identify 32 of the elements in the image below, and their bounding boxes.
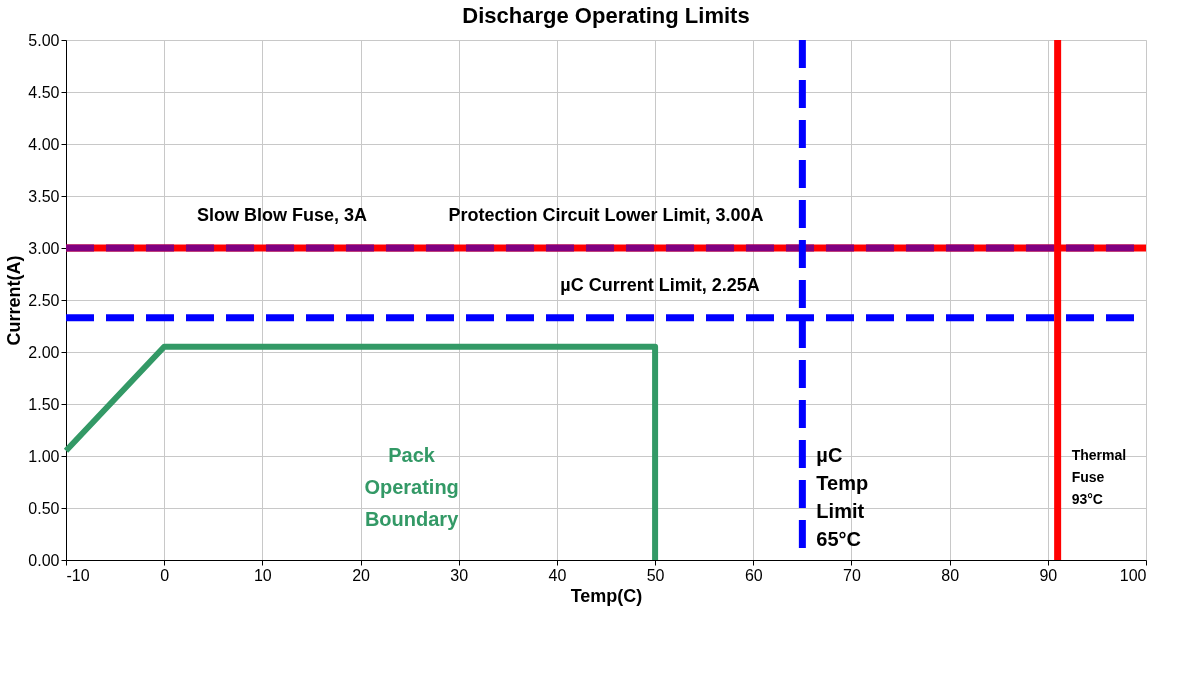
- x-tick-label: 100: [1119, 566, 1147, 584]
- x-tick-label: 60: [744, 566, 763, 584]
- x-tick-label: 20: [352, 566, 371, 584]
- x-axis-title: Temp(C): [570, 585, 643, 606]
- ref-line-label: Thermal Fuse 93°C: [1071, 447, 1127, 507]
- x-tick-label: 80: [941, 566, 960, 584]
- x-tick-label: -10: [66, 566, 90, 584]
- x-tick-label: 30: [450, 566, 469, 584]
- y-tick-label: 0.50: [28, 499, 60, 517]
- x-tick-label: 50: [646, 566, 665, 584]
- y-tick-label: 4.50: [28, 83, 60, 101]
- y-axis-title: Current(A): [4, 255, 25, 346]
- ref-line-label: µC Temp Limit 65°C: [816, 444, 869, 550]
- x-tick-label: 0: [160, 566, 170, 584]
- text: Pack Operating Boundary: [364, 444, 460, 530]
- y-tick-label: 2.50: [28, 291, 60, 309]
- ref-line-label: Protection Circuit Lower Limit, 3.00A: [448, 205, 764, 225]
- y-tick-label: 4.00: [28, 135, 60, 153]
- x-tick-label: 90: [1039, 566, 1058, 584]
- y-tick-label: 3.00: [28, 239, 60, 257]
- y-tick-label: 3.50: [28, 187, 60, 205]
- y-tick-label: 0.00: [28, 551, 60, 569]
- y-tick-label: 2.00: [28, 343, 60, 361]
- y-tick-label: 5.00: [28, 31, 60, 49]
- x-tick-label: 70: [843, 566, 861, 584]
- ref-line-label: Slow Blow Fuse, 3A: [196, 205, 368, 225]
- ref-line-label: µC Current Limit, 2.25A: [560, 274, 760, 295]
- chart-title: Discharge Operating Limits: [462, 3, 750, 28]
- y-tick-label: 1.00: [28, 447, 60, 465]
- x-tick-label: 40: [548, 566, 567, 584]
- x-tick-label: 10: [253, 566, 272, 584]
- y-tick-label: 1.50: [28, 395, 60, 413]
